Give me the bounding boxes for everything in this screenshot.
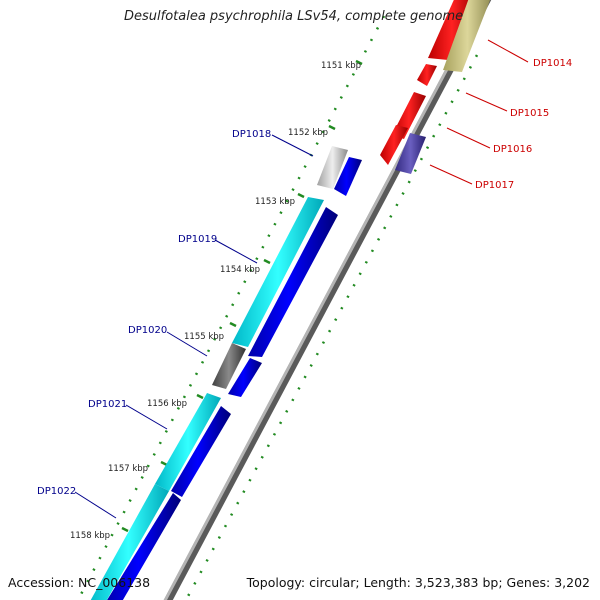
kbp-label-1153: 1153 kbp — [255, 197, 295, 207]
gene-dp1014-block[interactable] — [428, 0, 476, 60]
gene-label-dp1018[interactable]: DP1018 — [232, 129, 271, 140]
gene-dp1019-block[interactable] — [232, 197, 324, 347]
gene-label-dp1015[interactable]: DP1015 — [510, 108, 549, 119]
left-scale-track — [76, 15, 386, 600]
kbp-label-1158: 1158 kbp — [70, 531, 110, 541]
gene-blue-arrow-3[interactable] — [228, 358, 262, 397]
gene-label-dp1019[interactable]: DP1019 — [178, 234, 217, 245]
gene-label-dp1020[interactable]: DP1020 — [128, 325, 167, 336]
genome-summary: Topology: circular; Length: 3,523,383 bp… — [246, 575, 590, 590]
gene-red-arrow[interactable] — [380, 125, 408, 165]
gene-blue-arrow-2[interactable] — [248, 207, 338, 357]
gene-label-dp1016[interactable]: DP1016 — [493, 144, 532, 155]
gene-blue-arrow-4[interactable] — [171, 406, 231, 497]
gene-label-dp1014[interactable]: DP1014 — [533, 58, 572, 69]
accession-label: Accession: NC_006138 — [8, 575, 151, 590]
gene-label-dp1021[interactable]: DP1021 — [88, 399, 127, 410]
gene-label-dp1017[interactable]: DP1017 — [475, 180, 514, 191]
gene-dp1021-block[interactable] — [155, 393, 221, 491]
gene-dp1020-block[interactable] — [212, 343, 246, 389]
gene-label-dp1022[interactable]: DP1022 — [37, 486, 76, 497]
kbp-label-1156: 1156 kbp — [147, 399, 187, 409]
gene-blue-arrow-5[interactable] — [104, 493, 181, 600]
gene-dp1017-block[interactable] — [395, 133, 426, 174]
gene-dp1022-block[interactable] — [88, 484, 169, 600]
map-title: Desulfotalea psychrophila LSv54, complet… — [124, 9, 464, 24]
kbp-label-1157: 1157 kbp — [108, 464, 148, 474]
right-leader-lines — [429, 39, 529, 185]
kbp-label-1152: 1152 kbp — [288, 128, 328, 138]
kbp-label-1151: 1151 kbp — [321, 61, 361, 71]
kbp-label-1155: 1155 kbp — [184, 332, 224, 342]
gene-dp1015-block[interactable] — [417, 64, 437, 86]
kbp-ticks — [121, 59, 363, 533]
left-leader-lines — [74, 134, 314, 519]
gene-blue-arrow-1[interactable] — [334, 157, 362, 196]
gene-olive-block[interactable] — [443, 0, 492, 72]
right-scale-track — [184, 54, 479, 600]
kbp-label-1154: 1154 kbp — [220, 265, 260, 275]
gene-dp1018-block[interactable] — [317, 146, 348, 189]
genome-backbone — [163, 0, 492, 600]
